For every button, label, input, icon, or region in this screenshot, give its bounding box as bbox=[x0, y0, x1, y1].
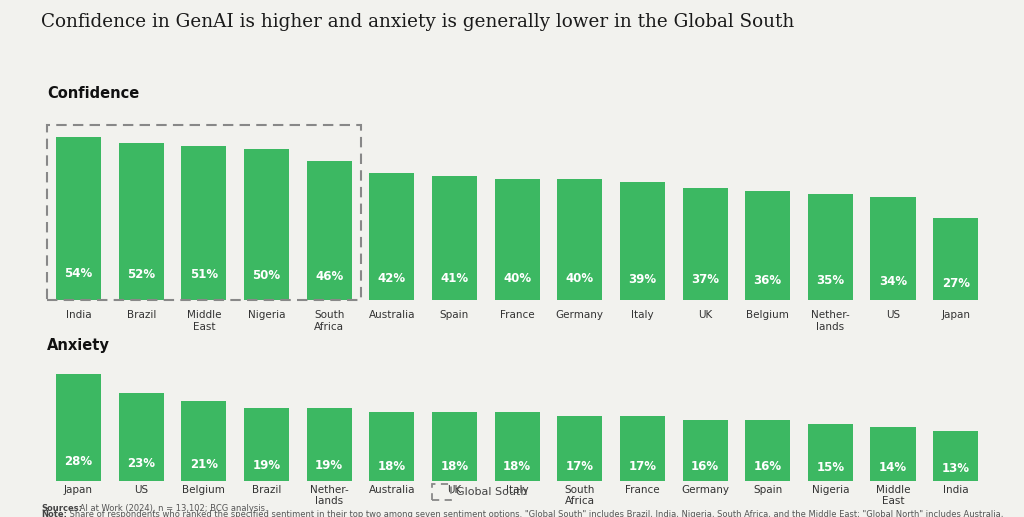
Text: 36%: 36% bbox=[754, 274, 781, 287]
Bar bbox=[808, 423, 853, 481]
Bar bbox=[432, 176, 477, 300]
Text: 42%: 42% bbox=[378, 271, 406, 285]
Bar bbox=[870, 428, 915, 481]
Text: 16%: 16% bbox=[754, 461, 781, 474]
Text: Japan: Japan bbox=[65, 484, 93, 495]
Text: Confidence: Confidence bbox=[47, 86, 139, 101]
Text: 18%: 18% bbox=[503, 460, 531, 473]
Bar bbox=[181, 401, 226, 481]
Text: 23%: 23% bbox=[127, 458, 156, 470]
Text: South
Africa: South Africa bbox=[314, 310, 344, 332]
Bar bbox=[745, 191, 791, 300]
Bar bbox=[683, 420, 728, 481]
Bar bbox=[933, 218, 978, 300]
Text: Italy: Italy bbox=[631, 310, 653, 321]
Text: 28%: 28% bbox=[65, 455, 92, 468]
Text: Japan: Japan bbox=[941, 310, 970, 321]
Bar bbox=[495, 412, 540, 481]
Text: 27%: 27% bbox=[942, 277, 970, 290]
Text: Global South: Global South bbox=[457, 487, 527, 497]
Text: Nigeria: Nigeria bbox=[812, 484, 849, 495]
Bar bbox=[495, 179, 540, 300]
Text: 39%: 39% bbox=[629, 273, 656, 286]
Text: 37%: 37% bbox=[691, 273, 719, 286]
Text: Note:: Note: bbox=[41, 510, 67, 517]
Bar bbox=[557, 416, 602, 481]
Text: 14%: 14% bbox=[879, 461, 907, 475]
Text: 17%: 17% bbox=[629, 460, 656, 473]
Text: Germany: Germany bbox=[556, 310, 604, 321]
Text: Spain: Spain bbox=[440, 310, 469, 321]
Text: Middle
East: Middle East bbox=[876, 484, 910, 506]
Text: France: France bbox=[625, 484, 659, 495]
Text: Germany: Germany bbox=[681, 484, 729, 495]
Text: India: India bbox=[66, 310, 91, 321]
Bar bbox=[119, 143, 164, 300]
Bar bbox=[306, 408, 351, 481]
Text: 16%: 16% bbox=[691, 461, 719, 474]
Text: Belgium: Belgium bbox=[182, 484, 225, 495]
Text: 13%: 13% bbox=[942, 462, 970, 475]
Text: Anxiety: Anxiety bbox=[47, 338, 111, 353]
Text: US: US bbox=[886, 310, 900, 321]
Bar bbox=[557, 179, 602, 300]
Text: 18%: 18% bbox=[440, 460, 469, 473]
Text: Nigeria: Nigeria bbox=[248, 310, 286, 321]
Text: 40%: 40% bbox=[565, 272, 594, 285]
Bar bbox=[56, 374, 101, 481]
Bar bbox=[370, 412, 415, 481]
Text: 19%: 19% bbox=[315, 459, 343, 472]
Text: India: India bbox=[943, 484, 969, 495]
Text: France: France bbox=[500, 310, 535, 321]
Text: UK: UK bbox=[698, 310, 713, 321]
Text: Nether-
lands: Nether- lands bbox=[811, 310, 850, 332]
Bar bbox=[119, 393, 164, 481]
Text: 19%: 19% bbox=[253, 459, 281, 472]
Text: US: US bbox=[134, 484, 148, 495]
Text: Spain: Spain bbox=[753, 484, 782, 495]
Bar bbox=[370, 173, 415, 300]
Text: 54%: 54% bbox=[65, 267, 93, 280]
Bar bbox=[620, 183, 665, 300]
Text: Belgium: Belgium bbox=[746, 310, 790, 321]
Text: 52%: 52% bbox=[127, 268, 156, 281]
Text: Sources:: Sources: bbox=[41, 504, 82, 512]
Bar bbox=[244, 149, 289, 300]
Text: Italy: Italy bbox=[506, 484, 528, 495]
Bar bbox=[56, 137, 101, 300]
Text: Share of respondents who ranked the specified sentiment in their top two among s: Share of respondents who ranked the spec… bbox=[67, 510, 1002, 517]
Text: 18%: 18% bbox=[378, 460, 406, 473]
Text: 15%: 15% bbox=[816, 461, 845, 474]
Bar bbox=[244, 408, 289, 481]
Text: 41%: 41% bbox=[440, 272, 469, 285]
Text: 50%: 50% bbox=[253, 269, 281, 282]
Text: Confidence in GenAI is higher and anxiety is generally lower in the Global South: Confidence in GenAI is higher and anxiet… bbox=[41, 13, 795, 31]
Bar bbox=[808, 194, 853, 300]
Text: Australia: Australia bbox=[369, 484, 415, 495]
Bar bbox=[870, 197, 915, 300]
Text: South
Africa: South Africa bbox=[564, 484, 595, 506]
Bar bbox=[745, 420, 791, 481]
Bar bbox=[683, 188, 728, 300]
Text: 21%: 21% bbox=[189, 458, 218, 471]
Text: AI at Work (2024), n = 13,102; BCG analysis.: AI at Work (2024), n = 13,102; BCG analy… bbox=[77, 504, 267, 512]
Bar bbox=[620, 416, 665, 481]
Text: Brazil: Brazil bbox=[252, 484, 282, 495]
Text: Nether-
lands: Nether- lands bbox=[310, 484, 348, 506]
Text: Middle
East: Middle East bbox=[186, 310, 221, 332]
Text: 46%: 46% bbox=[315, 270, 343, 283]
Bar bbox=[432, 412, 477, 481]
Text: 35%: 35% bbox=[816, 274, 845, 287]
Text: Brazil: Brazil bbox=[127, 310, 156, 321]
Text: 51%: 51% bbox=[189, 268, 218, 281]
Bar bbox=[933, 431, 978, 481]
Bar bbox=[306, 161, 351, 300]
Text: Australia: Australia bbox=[369, 310, 415, 321]
Text: 40%: 40% bbox=[503, 272, 531, 285]
Bar bbox=[181, 146, 226, 300]
Text: 17%: 17% bbox=[566, 460, 594, 473]
Text: 34%: 34% bbox=[879, 275, 907, 287]
Text: UK: UK bbox=[447, 484, 462, 495]
